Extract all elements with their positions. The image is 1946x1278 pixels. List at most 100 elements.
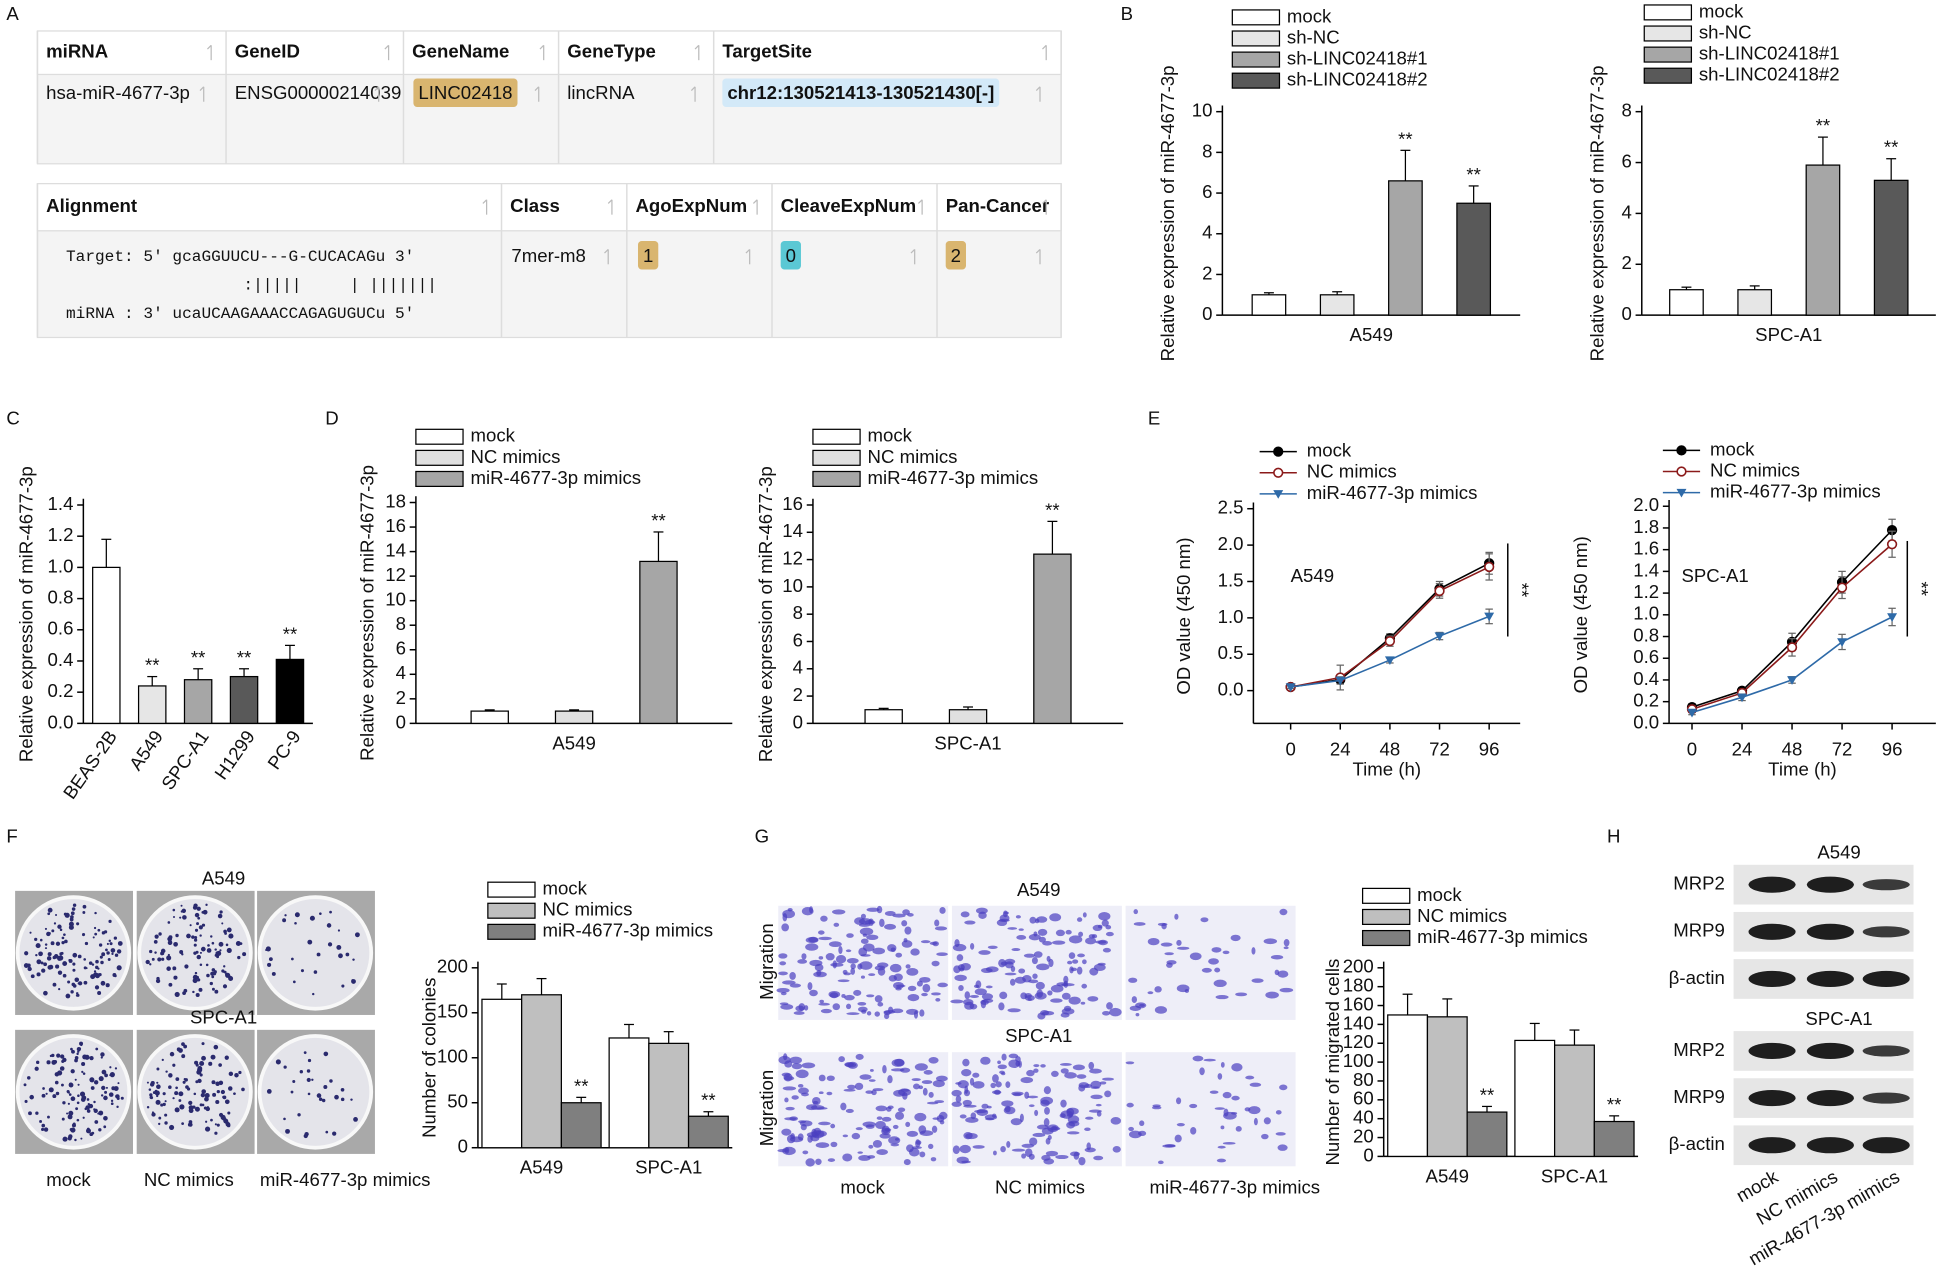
cell: [801, 1062, 816, 1069]
cell: [1112, 1146, 1121, 1153]
error-bar: [536, 977, 547, 995]
cell: [858, 918, 873, 925]
cell: [887, 1075, 893, 1084]
cell: [1105, 925, 1112, 930]
row-label: A549: [202, 868, 245, 889]
colony: [82, 1116, 85, 1119]
bar: [470, 710, 509, 724]
colony: [62, 973, 67, 978]
colony: [192, 1105, 196, 1109]
colony: [48, 932, 51, 935]
cell: [778, 971, 788, 976]
colony: [213, 1044, 219, 1050]
marker: [1384, 656, 1395, 666]
sort-icon: [690, 86, 696, 92]
colony: [198, 925, 203, 930]
colony: [294, 912, 300, 918]
cell: [889, 963, 902, 973]
sort-icon: [694, 44, 700, 50]
cell: [791, 1063, 803, 1070]
cell: [1251, 978, 1264, 983]
cell: [998, 958, 1006, 968]
colony: [82, 1072, 86, 1075]
colony: [36, 1060, 40, 1065]
colony: [106, 942, 109, 945]
cell: [1244, 1107, 1251, 1112]
y-tick-label: 8: [396, 613, 406, 634]
cell: [1097, 962, 1106, 966]
colony: [105, 983, 110, 988]
cell: [985, 985, 993, 989]
cell: [851, 1132, 861, 1140]
cell: [1199, 1067, 1205, 1076]
legend-swatch: [1231, 72, 1281, 89]
colony: [111, 952, 114, 955]
table-header-cell: Alignment: [46, 195, 137, 216]
cell: [914, 1112, 927, 1122]
colony: [183, 988, 188, 993]
colony: [300, 969, 304, 973]
colony: [98, 1110, 104, 1116]
colony: [201, 923, 206, 927]
cell: [1042, 941, 1053, 946]
legend-swatch: [415, 428, 464, 445]
cell: [1010, 1118, 1022, 1126]
colony: [68, 1093, 72, 1096]
colony: [209, 981, 213, 986]
legend-label: sh-LINC02418#2: [1287, 69, 1428, 90]
cell: [982, 998, 994, 1003]
colony: [70, 1069, 75, 1074]
cell: [1102, 1010, 1111, 1016]
cell: [1157, 1160, 1164, 1165]
colony: [152, 1091, 156, 1094]
colony: [94, 985, 100, 990]
x-tick-label: SPC-A1: [157, 726, 213, 793]
cell: [919, 1151, 926, 1158]
cell: [1222, 1091, 1232, 1099]
colony: [218, 1080, 224, 1086]
cell: [818, 1121, 831, 1126]
colony: [61, 1059, 65, 1063]
cell: [1043, 1118, 1050, 1127]
y-tick-label: 6: [793, 629, 803, 650]
y-tick-label: 0.5: [1218, 642, 1244, 663]
cell: [923, 1070, 933, 1075]
cell: [874, 965, 886, 971]
colony: [218, 941, 224, 947]
colony: [116, 965, 122, 971]
colony: [215, 1099, 220, 1105]
cell: [826, 1091, 833, 1096]
colony: [205, 1120, 208, 1123]
colony: [90, 974, 96, 980]
cell: [819, 999, 824, 1004]
error-bar: [1047, 520, 1058, 555]
cell: [1200, 917, 1209, 923]
colony: [297, 1113, 301, 1117]
colony: [290, 1090, 294, 1094]
colony: [194, 928, 199, 932]
bar: [687, 1115, 729, 1149]
colony: [117, 1082, 120, 1085]
cell: [1279, 908, 1288, 916]
y-tick-label: 20: [1353, 1125, 1374, 1146]
significance-label: **: [1816, 115, 1830, 136]
table-cell: ENSG00000214039: [235, 82, 402, 103]
colony: [226, 927, 232, 933]
bar: [864, 709, 903, 724]
cell: [830, 1123, 836, 1129]
cell: [858, 1006, 868, 1012]
cell: [1203, 1058, 1216, 1062]
colony: [173, 941, 178, 947]
significance-label: **: [145, 655, 159, 676]
cell: [952, 1145, 960, 1155]
cell: [999, 991, 1008, 1000]
colony: [221, 922, 224, 925]
error-bar: [1402, 993, 1413, 1015]
sort-icon: [910, 248, 916, 254]
colony: [169, 940, 172, 943]
column-label: miR-4677-3p mimics: [260, 1169, 431, 1190]
colony: [61, 1083, 64, 1087]
cell: [1050, 984, 1064, 993]
colony: [323, 1051, 329, 1057]
